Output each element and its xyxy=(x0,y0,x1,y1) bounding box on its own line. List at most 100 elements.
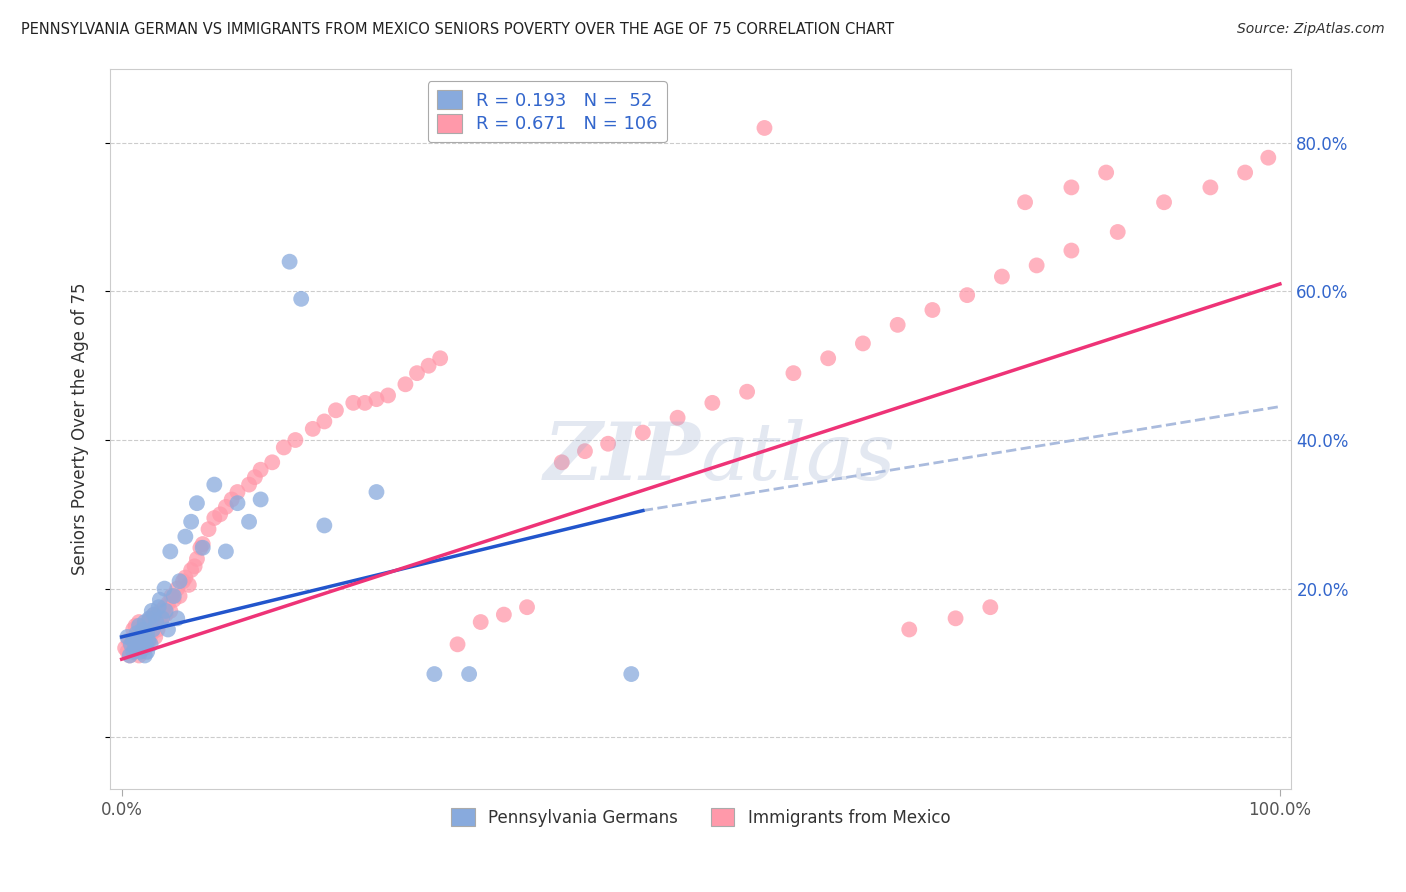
Point xyxy=(150,611,173,625)
Point xyxy=(1060,180,1083,194)
Point xyxy=(148,607,170,622)
Point xyxy=(180,563,202,577)
Point xyxy=(666,410,689,425)
Point xyxy=(118,648,141,663)
Point xyxy=(136,633,159,648)
Point xyxy=(141,604,163,618)
Point xyxy=(129,637,152,651)
Point xyxy=(139,637,162,651)
Point xyxy=(394,377,416,392)
Point xyxy=(191,537,214,551)
Point xyxy=(142,623,165,637)
Point xyxy=(139,611,162,625)
Point xyxy=(458,667,481,681)
Point xyxy=(191,541,214,555)
Point xyxy=(1234,165,1257,179)
Point xyxy=(124,645,146,659)
Point xyxy=(114,641,136,656)
Point xyxy=(243,470,266,484)
Point xyxy=(117,633,139,648)
Point xyxy=(325,403,347,417)
Point xyxy=(150,611,173,625)
Y-axis label: Seniors Poverty Over the Age of 75: Seniors Poverty Over the Age of 75 xyxy=(72,283,89,575)
Point xyxy=(117,645,139,659)
Point xyxy=(136,645,159,659)
Point xyxy=(135,623,157,637)
Point xyxy=(131,626,153,640)
Point xyxy=(124,633,146,648)
Point xyxy=(145,615,167,629)
Point xyxy=(314,414,336,428)
Point xyxy=(290,292,312,306)
Point xyxy=(470,615,492,629)
Point xyxy=(423,667,446,681)
Point xyxy=(125,641,148,656)
Point xyxy=(149,592,172,607)
Point xyxy=(136,615,159,629)
Point xyxy=(197,522,219,536)
Point xyxy=(354,396,377,410)
Point xyxy=(574,444,596,458)
Point xyxy=(155,607,177,622)
Point xyxy=(186,552,208,566)
Point xyxy=(145,615,167,629)
Point xyxy=(159,604,181,618)
Point xyxy=(120,637,142,651)
Point xyxy=(226,485,249,500)
Point xyxy=(138,633,160,648)
Point xyxy=(991,269,1014,284)
Text: ZIP: ZIP xyxy=(544,419,700,497)
Point xyxy=(166,582,188,596)
Point xyxy=(129,645,152,659)
Point xyxy=(132,619,155,633)
Point xyxy=(782,366,804,380)
Point xyxy=(702,396,724,410)
Point xyxy=(153,600,176,615)
Point xyxy=(516,600,538,615)
Point xyxy=(118,648,141,663)
Point xyxy=(131,630,153,644)
Point xyxy=(136,626,159,640)
Point xyxy=(142,619,165,633)
Point xyxy=(124,619,146,633)
Point xyxy=(314,518,336,533)
Point xyxy=(127,626,149,640)
Point xyxy=(134,641,156,656)
Point xyxy=(598,436,620,450)
Point xyxy=(631,425,654,440)
Point xyxy=(202,477,225,491)
Point xyxy=(1060,244,1083,258)
Legend: Pennsylvania Germans, Immigrants from Mexico: Pennsylvania Germans, Immigrants from Me… xyxy=(443,800,959,835)
Point xyxy=(163,589,186,603)
Point xyxy=(492,607,515,622)
Text: PENNSYLVANIA GERMAN VS IMMIGRANTS FROM MEXICO SENIORS POVERTY OVER THE AGE OF 75: PENNSYLVANIA GERMAN VS IMMIGRANTS FROM M… xyxy=(21,22,894,37)
Point xyxy=(551,455,574,469)
Point xyxy=(169,589,191,603)
Point xyxy=(366,392,388,406)
Point xyxy=(180,515,202,529)
Point xyxy=(128,615,150,629)
Point xyxy=(221,492,243,507)
Point xyxy=(136,630,159,644)
Text: Source: ZipAtlas.com: Source: ZipAtlas.com xyxy=(1237,22,1385,37)
Point xyxy=(117,630,139,644)
Point xyxy=(186,496,208,510)
Point xyxy=(377,388,399,402)
Point xyxy=(278,254,301,268)
Point xyxy=(135,637,157,651)
Point xyxy=(226,496,249,510)
Point xyxy=(190,541,212,555)
Point xyxy=(238,515,260,529)
Point xyxy=(301,422,323,436)
Point xyxy=(122,645,145,659)
Point xyxy=(886,318,908,332)
Point xyxy=(128,619,150,633)
Point xyxy=(143,607,166,622)
Point xyxy=(249,492,271,507)
Point xyxy=(131,623,153,637)
Point xyxy=(406,366,429,380)
Point xyxy=(159,544,181,558)
Point xyxy=(160,589,183,603)
Point xyxy=(238,477,260,491)
Point xyxy=(138,611,160,625)
